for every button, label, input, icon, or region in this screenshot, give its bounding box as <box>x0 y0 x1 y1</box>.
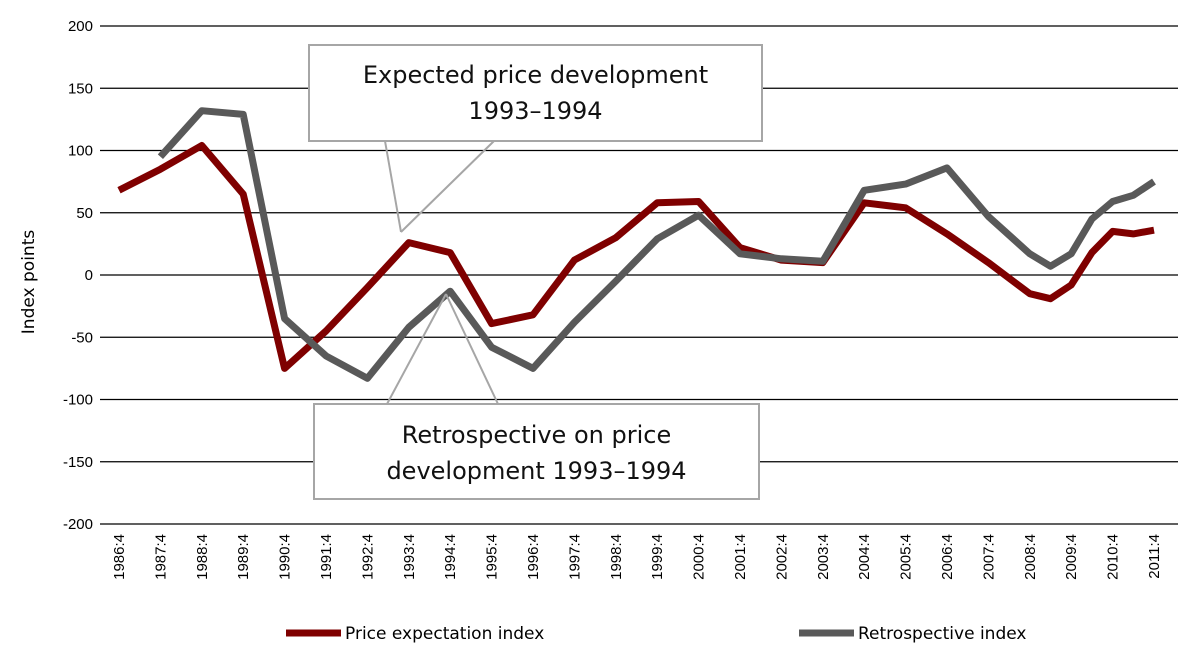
y-tick-label: -200 <box>63 516 93 533</box>
x-tick-label: 1999:4 <box>649 534 666 580</box>
y-tick-labels: 200 150 100 50 0 -50 -100 -150 -200 <box>63 18 93 533</box>
x-tick-label: 2011:4 <box>1146 534 1163 579</box>
y-tick-label: -150 <box>63 454 93 471</box>
x-tick-label: 1997:4 <box>566 534 583 580</box>
callout-expected-price: Expected price development 1993–1994 <box>308 44 763 233</box>
x-tick-labels: 1986:4 1987:4 1988:4 1989:4 1990:4 1991:4 1992… <box>111 534 1163 580</box>
callout-pointer <box>384 140 402 233</box>
x-tick-label: 2007:4 <box>980 534 997 580</box>
x-tick-label: 2001:4 <box>732 534 749 580</box>
callout-text-line: Expected price development <box>363 61 708 89</box>
series-line-retrospective <box>157 107 1156 382</box>
y-tick-label: 0 <box>85 267 93 284</box>
callout-text-line: Retrospective on price <box>402 421 671 449</box>
x-tick-label: 2004:4 <box>856 534 873 580</box>
legend-label: Retrospective index <box>858 624 1026 644</box>
x-tick-label: 2002:4 <box>773 534 790 580</box>
callout-text-line: development 1993–1994 <box>386 457 686 485</box>
callouts: Expected price development 1993–1994 Retro… <box>308 44 763 500</box>
x-tick-label: 2000:4 <box>691 534 708 580</box>
callout-text-line: 1993–1994 <box>468 97 602 125</box>
x-tick-label: 1988:4 <box>194 534 211 580</box>
x-tick-label: 2008:4 <box>1022 534 1039 580</box>
callout-box <box>308 44 763 142</box>
series-lines <box>117 107 1156 382</box>
x-tick-label: 1991:4 <box>318 534 335 580</box>
y-tick-label: 50 <box>76 205 93 222</box>
callout-box <box>313 403 760 500</box>
x-tick-label: 1990:4 <box>277 534 294 580</box>
y-tick-label: -50 <box>71 329 93 346</box>
x-tick-label: 1995:4 <box>484 534 501 580</box>
y-tick-label: 200 <box>68 18 93 35</box>
x-tick-label: 1986:4 <box>111 534 128 580</box>
x-tick-label: 1989:4 <box>235 534 252 580</box>
x-tick-label: 1996:4 <box>525 534 542 580</box>
x-tick-label: 1994:4 <box>442 534 459 580</box>
x-tick-label: 2003:4 <box>815 534 832 580</box>
legend-label: Price expectation index <box>345 624 544 644</box>
y-tick-label: 150 <box>68 80 93 97</box>
x-tick-label: 2005:4 <box>898 534 915 580</box>
callout-pointer <box>386 293 447 405</box>
callout-pointer <box>400 140 495 233</box>
x-tick-label: 2009:4 <box>1063 534 1080 580</box>
x-tick-label: 1993:4 <box>401 534 418 580</box>
callout-pointer <box>445 293 499 405</box>
x-tick-label: 2006:4 <box>939 534 956 580</box>
legend: Price expectation index Retrospective ind… <box>286 624 1026 644</box>
y-tick-label: -100 <box>63 392 93 409</box>
x-tick-label: 1998:4 <box>608 534 625 580</box>
y-axis-title: Index points <box>19 230 39 335</box>
callout-retrospective-price: Retrospective on price development 1993–1… <box>313 293 760 500</box>
y-tick-label: 100 <box>68 143 93 160</box>
x-tick-label: 1987:4 <box>152 534 169 580</box>
x-tick-label: 1992:4 <box>359 534 376 580</box>
x-tick-label: 2010:4 <box>1105 534 1122 580</box>
